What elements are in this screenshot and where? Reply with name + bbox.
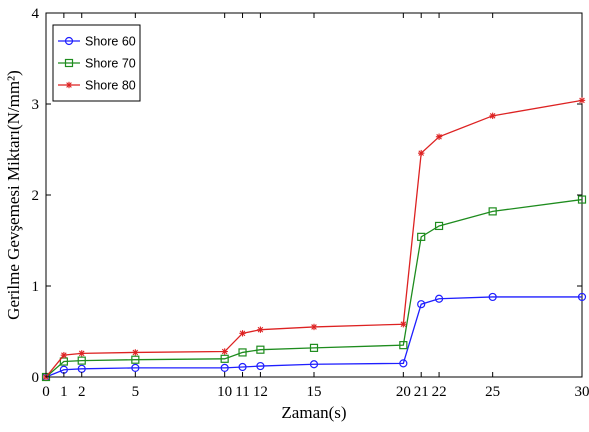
- legend-marker: [65, 81, 73, 89]
- data-point: [77, 356, 86, 365]
- x-tick-label: 11: [235, 384, 249, 400]
- legend-marker: [64, 36, 74, 46]
- data-point: [400, 321, 407, 328]
- x-tick-label: 0: [42, 384, 50, 400]
- y-tick-label: 3: [32, 97, 40, 113]
- legend-entry: Shore 60: [58, 35, 136, 49]
- x-tick-label: 1: [60, 384, 68, 400]
- data-point: [309, 343, 319, 352]
- data-point: [78, 350, 85, 357]
- data-point: [132, 349, 139, 356]
- series-1: [41, 292, 587, 382]
- series-line: [45, 198, 583, 378]
- x-tick-label: 2: [78, 384, 86, 400]
- data-point: [310, 323, 318, 331]
- data-point: [399, 341, 408, 350]
- data-point: [488, 292, 497, 302]
- data-point: [577, 195, 587, 204]
- data-point: [309, 360, 319, 369]
- legend-label: Shore 70: [85, 57, 136, 71]
- data-point: [238, 362, 247, 372]
- x-axis-title: Zaman(s): [281, 403, 346, 422]
- legend: Shore 60 Shore 70 Shore 80: [52, 24, 141, 102]
- data-point: [434, 294, 444, 303]
- legend-entry: Shore 70: [58, 57, 136, 71]
- x-tick-label: 30: [575, 384, 589, 400]
- data-point: [256, 361, 265, 371]
- data-point: [434, 221, 444, 231]
- legend-label: Shore 60: [85, 35, 136, 49]
- series-line: [45, 296, 582, 378]
- x-tick-label: 20: [396, 384, 411, 400]
- legend-marker: [64, 58, 74, 68]
- y-tick-label: 4: [32, 6, 40, 22]
- y-tick-label: 1: [32, 279, 40, 295]
- data-point: [131, 363, 140, 372]
- data-point: [488, 207, 497, 216]
- series-3: [42, 97, 586, 381]
- data-point: [238, 348, 247, 357]
- x-tick-label: 21: [414, 384, 429, 400]
- y-axis-title: Gerilme Gevşemesi Miktarı(N/mm²): [4, 70, 23, 320]
- data-point: [417, 300, 426, 309]
- data-point: [578, 97, 586, 104]
- x-tick-label: 5: [132, 384, 140, 400]
- legend-label: Shore 80: [85, 79, 136, 93]
- series-line: [45, 99, 583, 378]
- data-point: [399, 359, 408, 368]
- data-point: [418, 149, 425, 157]
- data-point: [221, 348, 228, 355]
- data-point: [577, 292, 587, 302]
- x-tick-label: 10: [217, 384, 232, 400]
- y-tick-label: 2: [32, 188, 40, 204]
- data-point: [489, 112, 496, 120]
- data-point: [256, 345, 265, 354]
- data-point: [220, 354, 229, 363]
- x-tick-label: 25: [485, 384, 500, 400]
- data-point: [60, 351, 68, 359]
- x-tick-label: 22: [432, 384, 447, 400]
- data-point: [131, 355, 140, 364]
- x-tick-label: 15: [307, 384, 322, 400]
- data-point: [435, 133, 443, 140]
- y-tick-label: 0: [32, 370, 40, 386]
- series-layer: [41, 97, 587, 382]
- data-point: [417, 232, 426, 241]
- data-point: [220, 363, 229, 372]
- data-point: [257, 326, 264, 333]
- x-tick-label: 12: [253, 384, 268, 400]
- legend-entry: Shore 80: [58, 79, 136, 93]
- data-point: [239, 330, 246, 337]
